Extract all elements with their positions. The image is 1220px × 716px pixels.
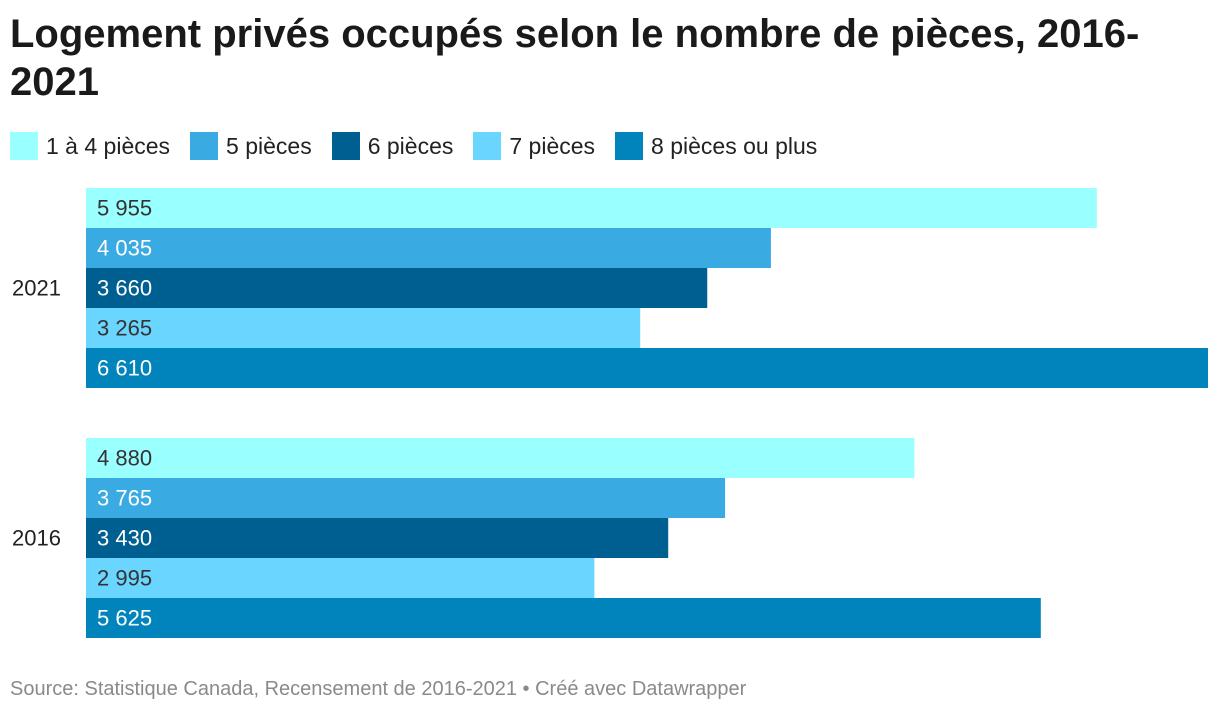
bar [86, 308, 641, 348]
bar [86, 228, 771, 268]
bar-value-label: 6 610 [97, 356, 152, 381]
legend-label: 7 pièces [509, 132, 596, 159]
bar [86, 598, 1041, 638]
bar-value-label: 3 265 [97, 316, 152, 341]
legend-item: 8 pièces ou plus [615, 132, 817, 160]
bar [86, 478, 726, 518]
legend-label: 8 pièces ou plus [651, 132, 818, 159]
legend-item: 6 pièces [331, 132, 454, 160]
legend-swatch [331, 132, 360, 160]
legend-swatch [473, 132, 502, 160]
bar-value-label: 5 625 [97, 606, 152, 631]
chart-source: Source: Statistique Canada, Recensement … [10, 678, 747, 700]
legend-label: 5 pièces [226, 132, 312, 159]
bar [86, 268, 708, 308]
bar [86, 188, 1097, 228]
bar [86, 558, 595, 598]
bar [86, 348, 1208, 388]
bar-value-label: 5 955 [97, 196, 152, 221]
legend-item: 7 pièces [473, 132, 595, 160]
chart-title: Logement privés occupés selon le nombre … [10, 12, 1140, 104]
bar-value-label: 3 765 [97, 486, 152, 511]
legend-item: 1 à 4 pièces [10, 132, 170, 160]
category-label: 2021 [12, 276, 61, 301]
bar-value-label: 4 880 [97, 446, 152, 471]
legend-label: 6 pièces [367, 132, 454, 159]
bar [86, 518, 669, 558]
bar-value-label: 3 430 [97, 526, 152, 551]
legend-label: 1 à 4 pièces [46, 132, 171, 159]
legend-item: 5 pièces [190, 132, 312, 160]
category-label: 2016 [12, 526, 61, 551]
bar-value-label: 3 660 [97, 276, 152, 301]
bar-value-label: 4 035 [97, 236, 152, 261]
legend-swatch [10, 132, 38, 160]
bar-value-label: 2 995 [97, 566, 152, 591]
legend-swatch [615, 132, 644, 160]
legend-swatch [190, 132, 219, 160]
bar [86, 438, 915, 478]
chart-legend: 1 à 4 pièces 5 pièces 6 pièces 7 pièces 8 pi… [10, 130, 837, 162]
